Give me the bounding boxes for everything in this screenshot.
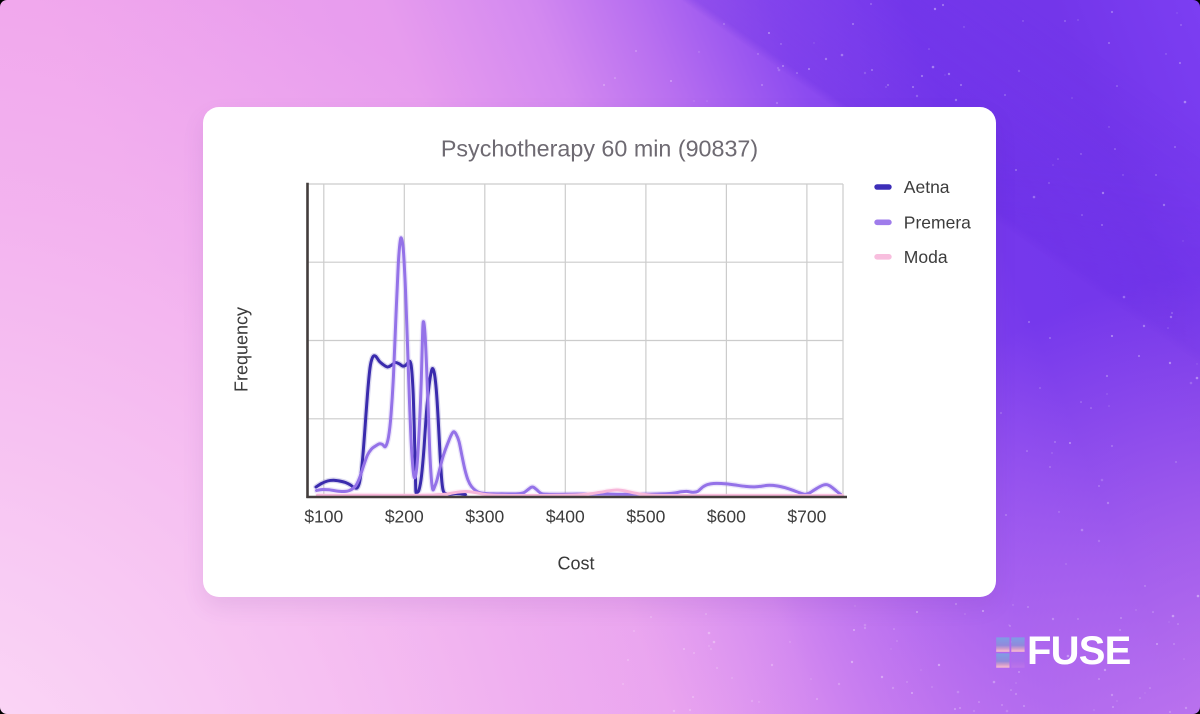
svg-text:$100: $100 xyxy=(304,507,343,527)
svg-text:$500: $500 xyxy=(626,507,665,527)
svg-text:Cost: Cost xyxy=(557,554,594,574)
svg-text:$600: $600 xyxy=(707,507,746,527)
svg-text:Premera: Premera xyxy=(904,213,971,233)
svg-text:$300: $300 xyxy=(465,507,504,527)
svg-text:$400: $400 xyxy=(546,507,585,527)
svg-text:Frequency: Frequency xyxy=(232,307,252,392)
svg-text:Psychotherapy 60 min (90837): Psychotherapy 60 min (90837) xyxy=(441,136,758,162)
svg-text:Moda: Moda xyxy=(904,247,948,267)
svg-text:Aetna: Aetna xyxy=(904,177,950,197)
svg-text:$700: $700 xyxy=(787,507,826,527)
svg-text:$200: $200 xyxy=(385,507,424,527)
